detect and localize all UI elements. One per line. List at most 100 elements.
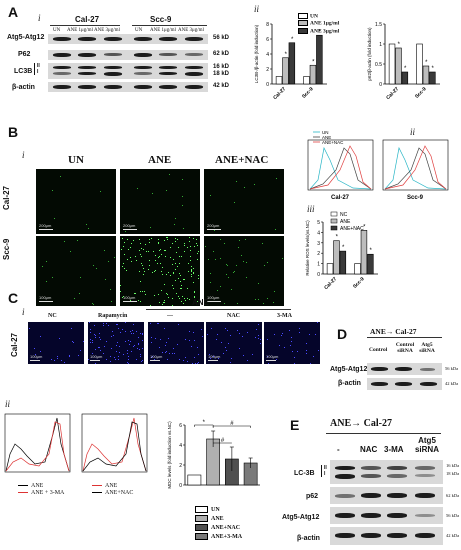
- micro-c-image: 100μm: [28, 322, 84, 364]
- fluorescence-dot: [191, 270, 193, 272]
- fluorescence-dot: [197, 353, 199, 355]
- fluorescence-dot: [230, 362, 232, 364]
- fluorescence-dot: [138, 337, 140, 339]
- fluorescence-dot: [125, 330, 127, 332]
- fluorescence-dot: [163, 284, 165, 286]
- fluorescence-dot: [139, 291, 141, 293]
- fluorescence-dot: [299, 331, 301, 333]
- fluorescence-dot: [182, 205, 184, 207]
- fluorescence-dot: [189, 340, 191, 342]
- fluorescence-dot: [193, 357, 195, 359]
- fluorescence-dot: [153, 250, 155, 252]
- blot-e-strip-p62: [330, 487, 443, 504]
- fluorescence-dot: [162, 352, 164, 354]
- blot-e-lc3-form-i: I: [324, 471, 326, 477]
- fluorescence-dot: [151, 342, 153, 344]
- fluorescence-dot: [193, 272, 195, 274]
- fluorescence-dot: [164, 249, 166, 251]
- fluorescence-dot: [136, 347, 138, 349]
- fluorescence-dot: [161, 267, 163, 269]
- y-axis-label: Relative ROS levels(vs.NC): [305, 220, 310, 276]
- fluorescence-dot: [282, 258, 284, 260]
- flow-plot-title: Scc-9: [407, 195, 424, 201]
- bar: [401, 71, 409, 85]
- hist-c-1-legend-item-2: ANE + 3-MA: [18, 490, 64, 497]
- fluorescence-dot: [99, 346, 101, 348]
- fluorescence-dot: [209, 194, 211, 196]
- fluorescence-dot: [119, 351, 121, 353]
- blot-d-lane-1: Control: [369, 347, 388, 353]
- fluorescence-dot: [174, 237, 176, 239]
- blot-d-row-actin: β-actin: [338, 380, 361, 387]
- fluorescence-dot: [240, 255, 242, 257]
- fluorescence-dot: [178, 262, 180, 264]
- blot-e-kd-42: 42 kDa: [446, 533, 460, 538]
- fluorescence-dot: [127, 259, 129, 261]
- fluorescence-dot: [192, 267, 194, 269]
- fluorescence-dot: [122, 262, 124, 264]
- blot-e-row-lc3b: LC-3B: [294, 470, 315, 477]
- fluorescence-dot: [162, 303, 164, 305]
- fluorescence-dot: [164, 328, 166, 330]
- panel-b-ii-label: ii: [410, 127, 416, 137]
- hist-c-2: [81, 413, 148, 473]
- fluorescence-dot: [92, 352, 94, 354]
- blot-e-lc3-forms: II I: [321, 465, 327, 477]
- fluorescence-dot: [159, 248, 161, 250]
- fluorescence-dot: [139, 239, 141, 241]
- fluorescence-dot: [293, 363, 295, 364]
- fluorescence-dot: [135, 256, 137, 258]
- fluorescence-dot: [132, 323, 134, 325]
- fluorescence-dot: [93, 303, 94, 305]
- fluorescence-dot: [165, 351, 167, 353]
- fluorescence-dot: [127, 361, 129, 363]
- panel-a-ii-label: ii: [254, 4, 260, 14]
- fluorescence-dot: [127, 362, 129, 364]
- fluorescence-dot: [166, 294, 168, 296]
- panel-b-iii-label: iii: [307, 204, 315, 214]
- blot-d-title-line: [367, 337, 442, 338]
- fluorescence-dot: [197, 347, 199, 349]
- fluorescence-dot: [176, 293, 178, 295]
- hist-c-2-legend: ANE ANE+NAC: [92, 483, 133, 497]
- fluorescence-dot: [140, 262, 142, 264]
- x-tick-label: Scc-9: [352, 276, 366, 290]
- y-tick-label: 0: [179, 483, 182, 489]
- fluorescence-dot: [113, 357, 115, 359]
- fluorescence-dot: [275, 228, 277, 230]
- fluorescence-dot: [151, 192, 153, 194]
- fluorescence-dot: [236, 330, 238, 332]
- y-tick-label: 0: [379, 82, 382, 88]
- blot-e-lane-3: 3-MA: [384, 445, 404, 454]
- fluorescence-dot: [157, 238, 159, 240]
- scale-bar: [30, 360, 40, 361]
- bar: [326, 263, 334, 275]
- fluorescence-dot: [148, 268, 150, 270]
- fluorescence-dot: [179, 298, 181, 300]
- y-tick-label: 1: [379, 42, 382, 48]
- fluorescence-dot: [160, 289, 162, 291]
- fluorescence-dot: [218, 357, 220, 359]
- fluorescence-dot: [163, 301, 165, 303]
- fluorescence-dot: [244, 238, 246, 240]
- fluorescence-dot: [166, 359, 168, 361]
- fluorescence-dot: [131, 332, 133, 334]
- fluorescence-dot: [130, 246, 131, 248]
- fluorescence-dot: [213, 250, 215, 252]
- fluorescence-dot: [46, 261, 48, 263]
- fluorescence-dot: [132, 240, 134, 242]
- fluorescence-dot: [99, 336, 101, 338]
- fluorescence-dot: [190, 266, 192, 268]
- scale-label: 100μm: [150, 354, 163, 359]
- y-tick-label: 1: [317, 262, 320, 268]
- blot-d-kd-42: 42 kDa: [445, 381, 459, 386]
- fluorescence-dot: [184, 297, 186, 299]
- chart-c-mdc: 0 2 4 6 * # # MDC levels (fold induction vs.NC): [167, 420, 260, 489]
- fluorescence-dot: [235, 180, 237, 182]
- fluorescence-dot: [154, 338, 156, 340]
- x-tick-label: Scc-9: [301, 86, 315, 100]
- fluorescence-dot: [210, 282, 212, 284]
- flow-curve-ane: [384, 147, 447, 190]
- fluorescence-dot: [141, 332, 143, 334]
- legend-label: ANE+NAC: [340, 226, 364, 232]
